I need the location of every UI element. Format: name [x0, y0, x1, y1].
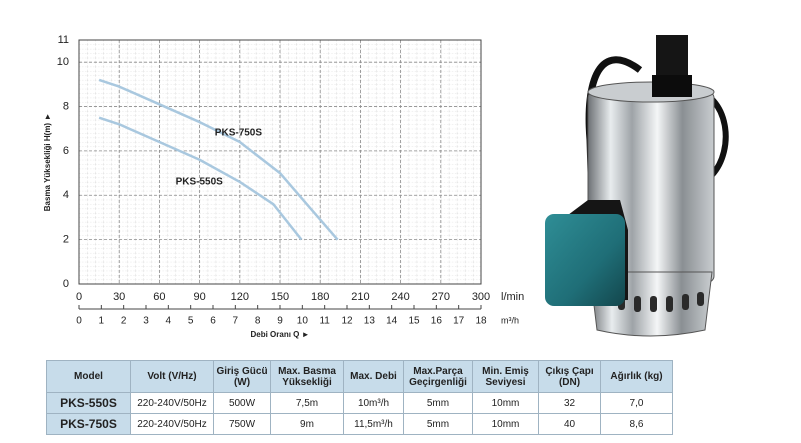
- cell: 32: [538, 392, 601, 414]
- plot-frame: [78, 39, 482, 285]
- cell: 10m³/h: [343, 392, 404, 414]
- x2-unit: m³/h: [501, 315, 519, 325]
- cell: 7,5m: [270, 392, 344, 414]
- cell: 9m: [270, 413, 344, 435]
- x-tick-label: 120: [231, 291, 249, 303]
- cell: 40: [538, 413, 601, 435]
- model-cell: PKS-750S: [46, 413, 131, 435]
- cell: 5mm: [403, 392, 473, 414]
- x-tick-label: 210: [351, 291, 369, 303]
- x-axis-label: Debi Oranı Q ►: [250, 330, 309, 339]
- x-tick-label: 300: [472, 291, 490, 303]
- x-tick-label: 0: [76, 291, 82, 303]
- x2-tick-label: 8: [255, 316, 261, 327]
- x2-tick-label: 15: [408, 316, 420, 327]
- x2-tick-label: 18: [475, 316, 487, 327]
- x2-tick-label: 6: [210, 316, 216, 327]
- y-tick-label: 6: [63, 145, 69, 157]
- table-row: PKS-750S 220-240V/50Hz 750W 9m 11,5m³/h 5mm 10…: [46, 413, 673, 435]
- x-tick-label: 270: [432, 291, 450, 303]
- y-tick-label: 4: [63, 189, 69, 201]
- cell: 10mm: [472, 413, 539, 435]
- x2-tick-label: 9: [277, 316, 283, 327]
- y-tick-label: 2: [63, 234, 69, 246]
- x2-tick-label: 2: [121, 316, 127, 327]
- x2-tick-label: 3: [143, 316, 149, 327]
- x2-tick-label: 5: [188, 316, 194, 327]
- series-label: PKS-750S: [215, 128, 263, 139]
- y-axis-label: Basma Yüksekliği H(m) ►: [43, 113, 52, 211]
- header-cell: Model: [46, 360, 131, 393]
- header-cell: Volt (V/Hz): [130, 360, 214, 393]
- table-body: PKS-550S 220-240V/50Hz 500W 7,5m 10m³/h 5mm 10…: [46, 392, 673, 435]
- header-cell: Max. Basma Yüksekliği: [270, 360, 344, 393]
- pump-image: [545, 35, 729, 337]
- series-line: [98, 116, 303, 241]
- header-cell: Çıkış Çapı (DN): [538, 360, 601, 393]
- cell: 500W: [213, 392, 271, 414]
- cell: 220-240V/50Hz: [130, 392, 214, 414]
- x2-tick-label: 0: [76, 316, 82, 327]
- cell: 11,5m³/h: [343, 413, 404, 435]
- x-tick-label: 90: [193, 291, 205, 303]
- header-cell: Max.Parça Geçirgenliği: [403, 360, 473, 393]
- cell: 8,6: [600, 413, 673, 435]
- series-line: [98, 78, 339, 241]
- x2-tick-label: 16: [431, 316, 443, 327]
- x2-tick-label: 17: [453, 316, 465, 327]
- cell: 10mm: [472, 392, 539, 414]
- x2-tick-label: 11: [319, 316, 330, 327]
- series-label: PKS-550S: [176, 176, 224, 187]
- x2-tick-label: 10: [297, 316, 309, 327]
- x2-tick-label: 14: [386, 316, 398, 327]
- x2-tick-label: 7: [233, 316, 239, 327]
- header-cell: Min. Emiş Seviyesi: [472, 360, 539, 393]
- x2-tick-label: 13: [364, 316, 376, 327]
- x-tick-label: 60: [153, 291, 165, 303]
- cell: 750W: [213, 413, 271, 435]
- x-unit: l/min: [501, 291, 524, 303]
- model-cell: PKS-550S: [46, 392, 131, 414]
- x2-tick-label: 4: [166, 316, 172, 327]
- y-tick-label: 8: [63, 100, 69, 112]
- x2-tick-label: 1: [99, 316, 105, 327]
- x-tick-label: 150: [271, 291, 289, 303]
- table-row: PKS-550S 220-240V/50Hz 500W 7,5m 10m³/h 5mm 10…: [46, 392, 673, 414]
- y-tick-label: 10: [57, 56, 69, 68]
- x2-tick-label: 12: [341, 316, 353, 327]
- header-cell: Ağırlık (kg): [600, 360, 673, 393]
- x-tick-label: 30: [113, 291, 125, 303]
- x-tick-label: 180: [311, 291, 329, 303]
- cell: 5mm: [403, 413, 473, 435]
- cell: 220-240V/50Hz: [130, 413, 214, 435]
- header-cell: Giriş Gücü (W): [213, 360, 271, 393]
- y-tick-label: 0: [63, 278, 69, 290]
- spec-table: Model Volt (V/Hz) Giriş Gücü (W) Max. Basma…: [46, 360, 673, 435]
- table-header: Model Volt (V/Hz) Giriş Gücü (W) Max. Basma…: [46, 360, 673, 393]
- x-tick-label: 240: [391, 291, 409, 303]
- y-tick-label: 11: [58, 34, 69, 46]
- header-cell: Max. Debi: [343, 360, 404, 393]
- cell: 7,0: [600, 392, 673, 414]
